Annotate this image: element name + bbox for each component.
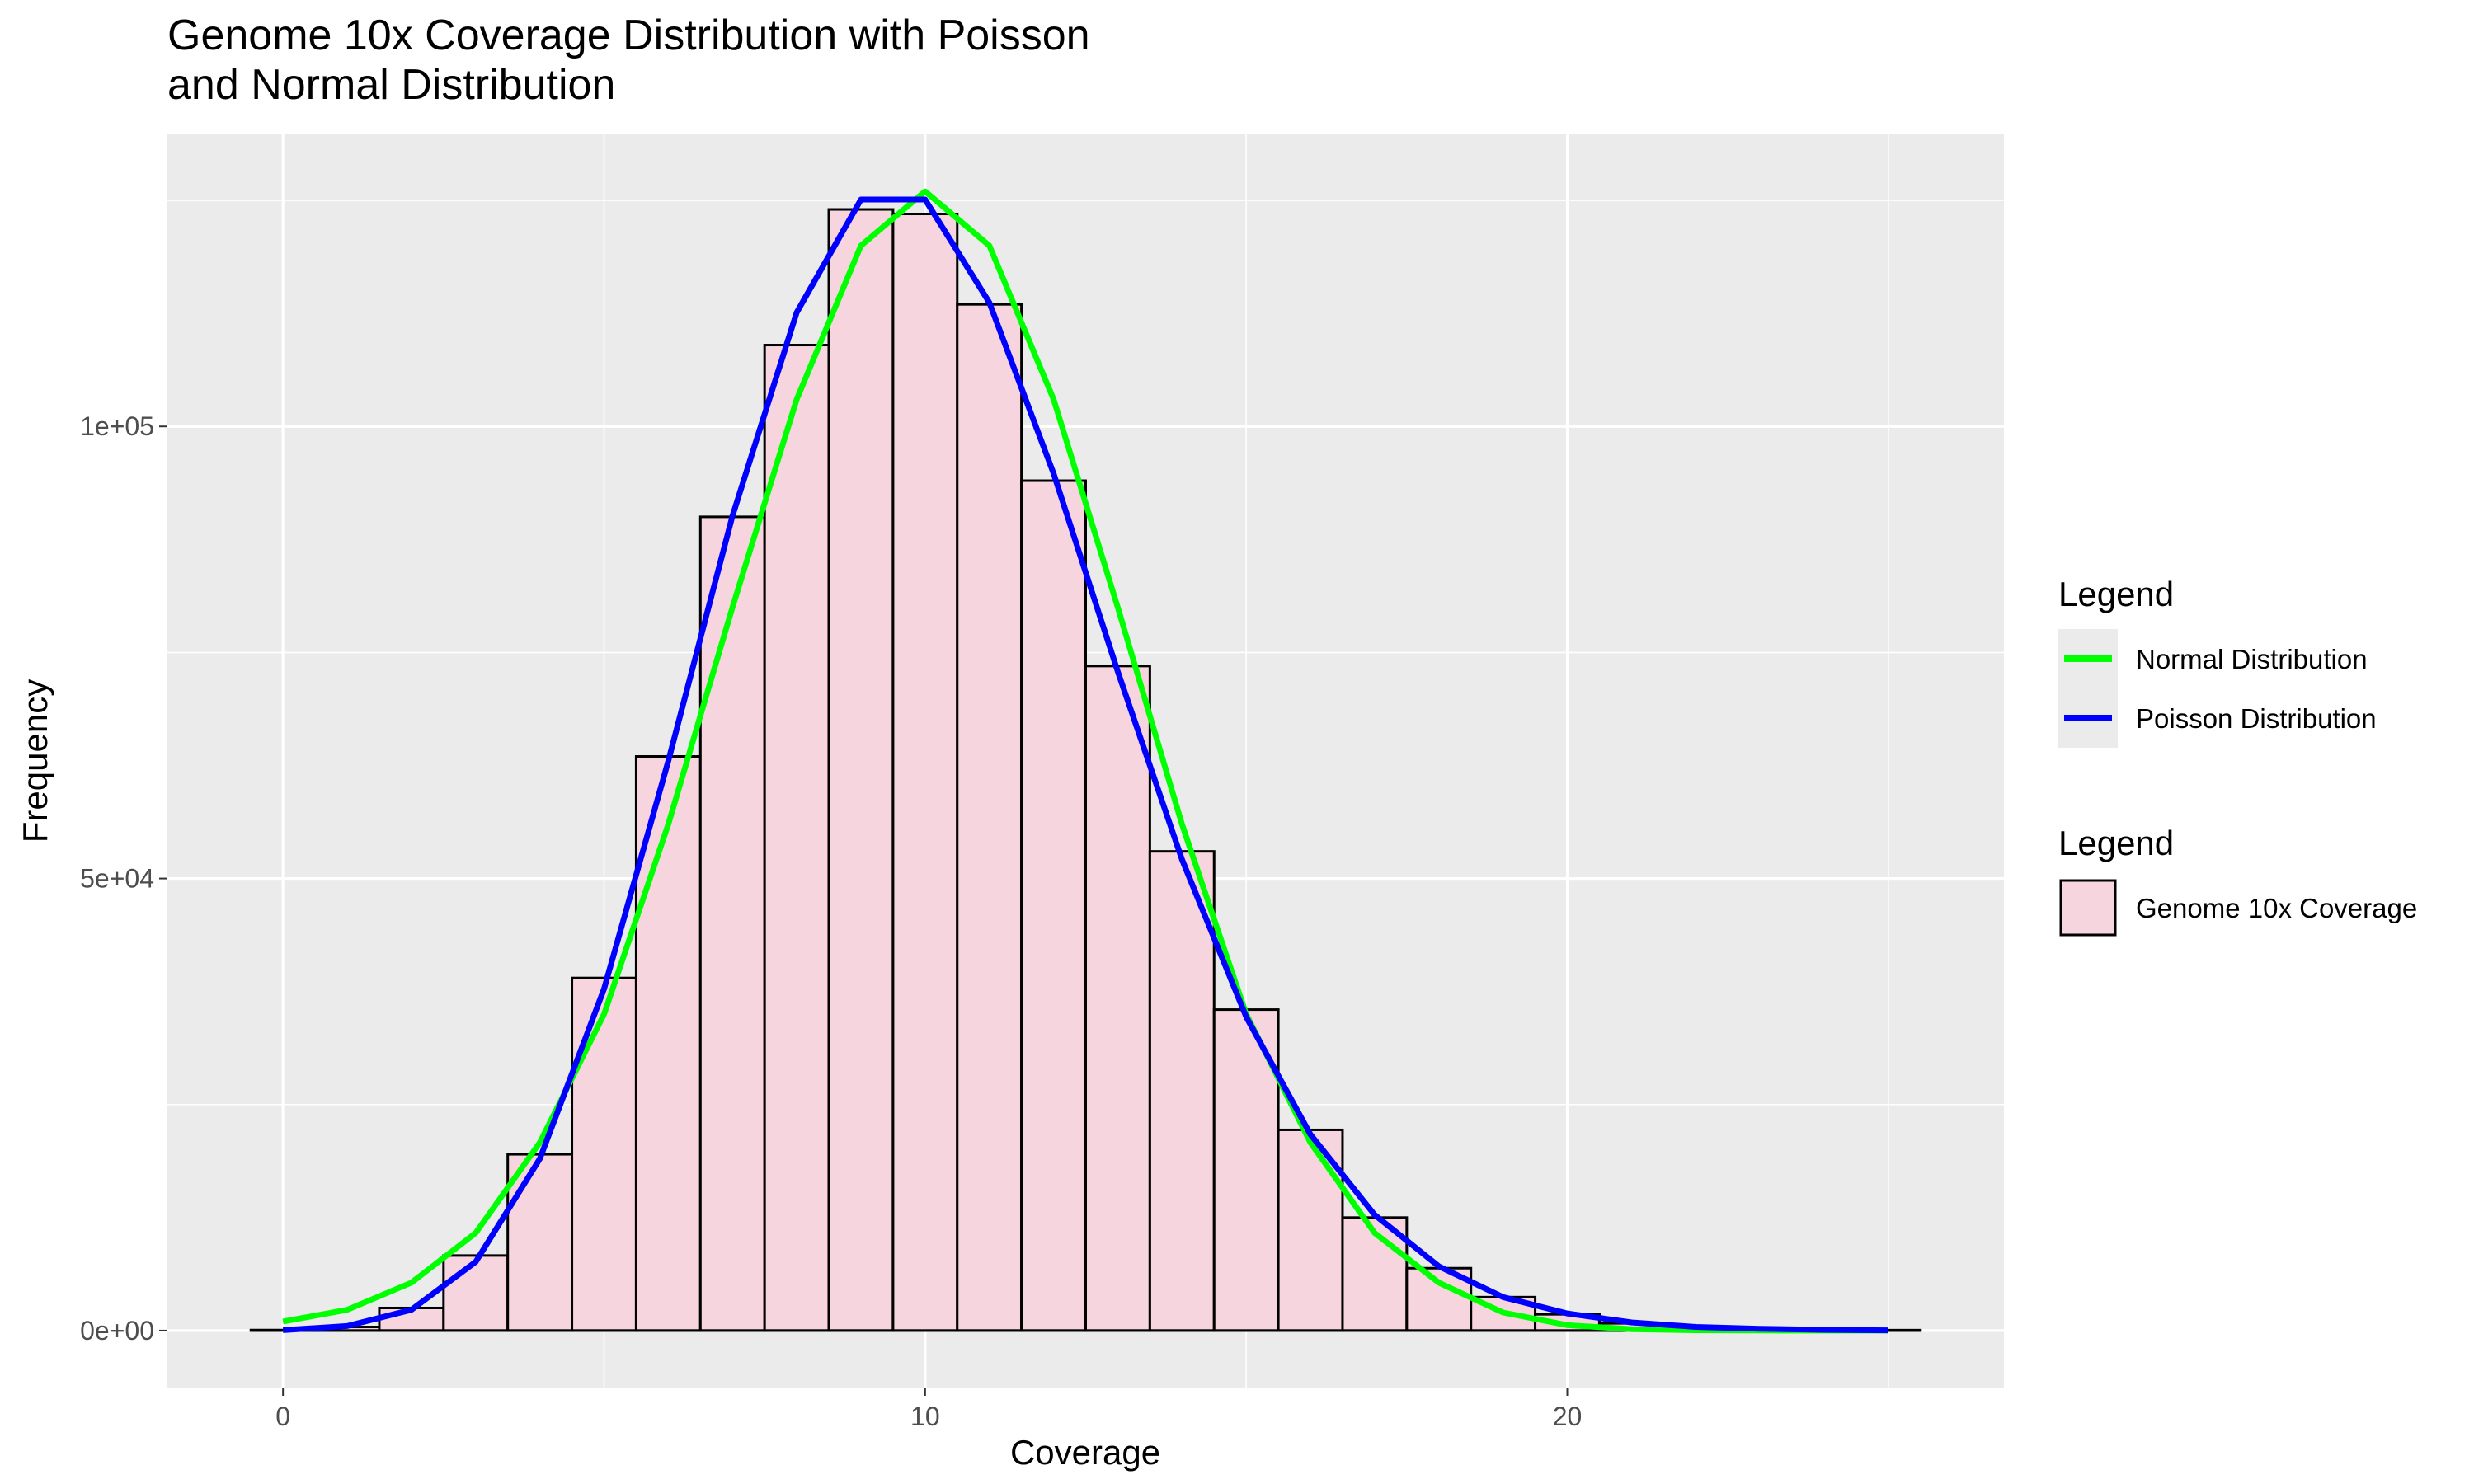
legend-lines: Legend Normal Distribution Poisson Distr… bbox=[2058, 575, 2377, 748]
y-axis-title: Frequency bbox=[16, 679, 54, 843]
x-tick-label: 0 bbox=[275, 1402, 290, 1431]
histogram-bar bbox=[956, 303, 1023, 1332]
histogram-bars bbox=[249, 208, 1922, 1332]
distribution-lines bbox=[282, 188, 1888, 1334]
legend-coverage-fill-key bbox=[2059, 879, 2117, 937]
legend-lines-title: Legend bbox=[2058, 575, 2174, 613]
poisson-distribution-line bbox=[282, 196, 1888, 1334]
y-tick-label: 0e+00 bbox=[80, 1316, 154, 1345]
legend-fill: Legend Genome 10x Coverage bbox=[2058, 824, 2417, 937]
x-axis-title: Coverage bbox=[1010, 1433, 1160, 1472]
histogram-bar bbox=[442, 1254, 510, 1332]
chart-title-line-2: and Normal Distribution bbox=[167, 61, 615, 109]
histogram-bar bbox=[506, 1153, 574, 1332]
y-tick-label: 5e+04 bbox=[80, 864, 154, 894]
histogram-bar bbox=[1148, 850, 1216, 1332]
histogram-bar bbox=[571, 976, 637, 1332]
histogram-bar bbox=[1020, 479, 1087, 1332]
chart-title-line-1: Genome 10x Coverage Distribution with Po… bbox=[167, 12, 1090, 59]
histogram-bar bbox=[634, 755, 702, 1332]
normal-distribution-line bbox=[282, 188, 1888, 1334]
histogram-bar bbox=[891, 213, 959, 1332]
histogram-bar bbox=[1084, 665, 1151, 1332]
histogram-bar bbox=[698, 515, 766, 1332]
axis-ticks: 0 10 20 0e+00 5e+04 1e+05 bbox=[80, 411, 1582, 1431]
x-tick-label: 20 bbox=[1553, 1402, 1583, 1431]
histogram-bar bbox=[827, 208, 895, 1332]
legend-poisson-label: Poisson Distribution bbox=[2136, 703, 2377, 734]
histogram-bar bbox=[763, 344, 830, 1332]
legend-coverage-label: Genome 10x Coverage bbox=[2136, 893, 2417, 923]
legend-fill-title: Legend bbox=[2058, 824, 2174, 862]
y-tick-label: 1e+05 bbox=[80, 411, 154, 441]
x-tick-label: 10 bbox=[910, 1402, 940, 1431]
legend-normal-label: Normal Distribution bbox=[2136, 644, 2368, 674]
